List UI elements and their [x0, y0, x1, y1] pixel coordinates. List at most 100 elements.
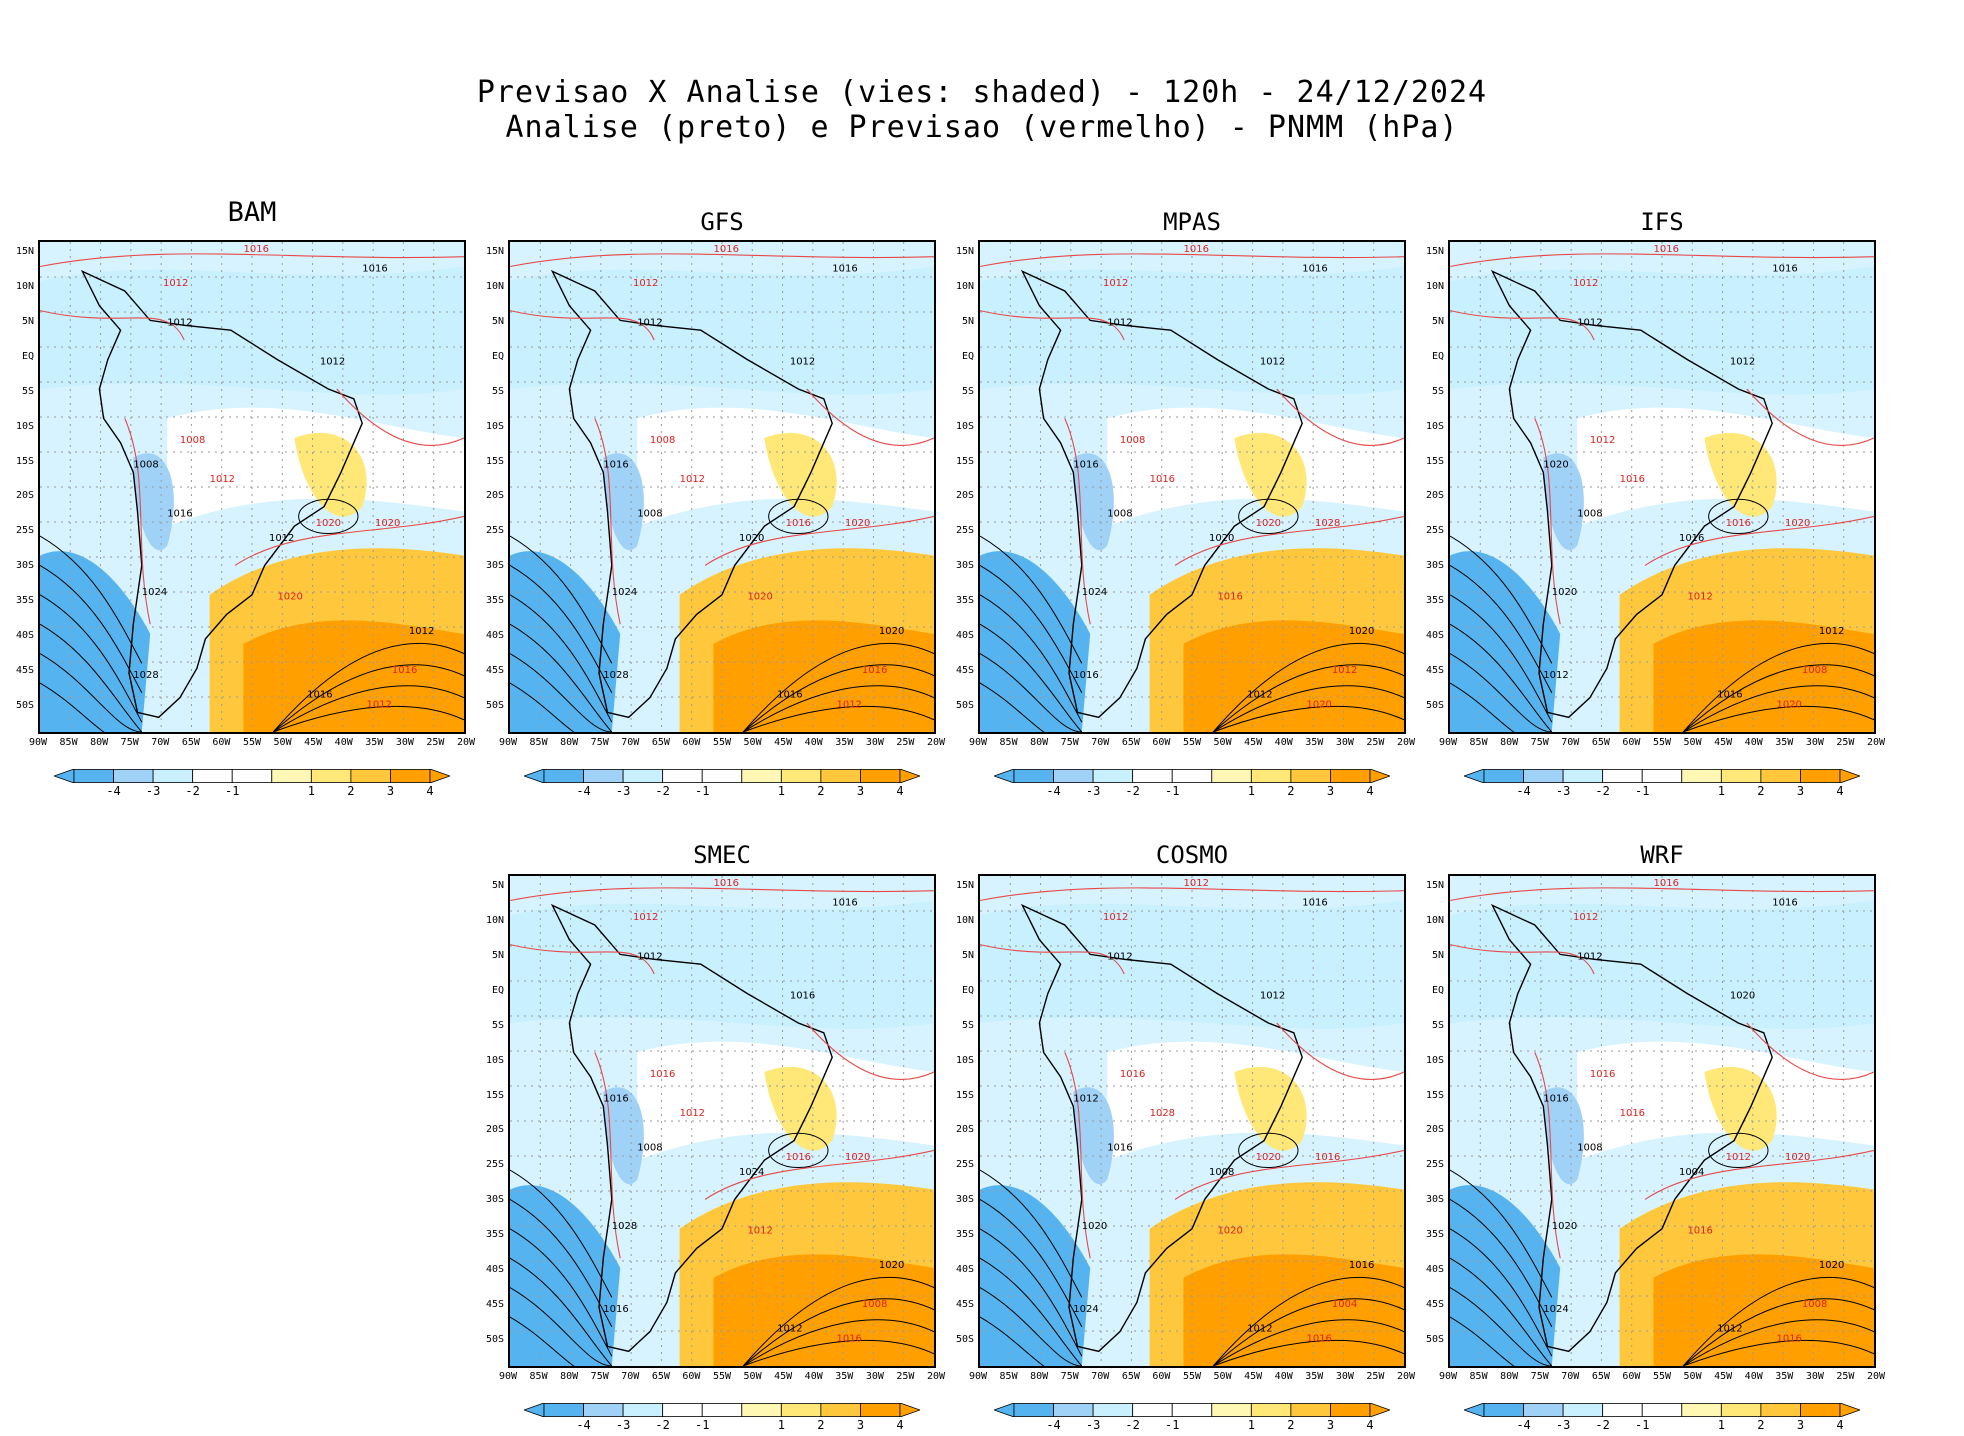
- colorbar-segment: [1330, 1403, 1371, 1417]
- latitude-tick-label: 15N: [15, 246, 34, 257]
- isobar-analysis-line: [40, 535, 143, 664]
- isobar-analysis-line: [40, 594, 143, 723]
- longitude-tick-label: 70W: [1561, 737, 1580, 748]
- isobar-forecast-line: [704, 1149, 934, 1200]
- longitude-tick-label: 20W: [1866, 1371, 1886, 1382]
- colorbar-segment: [1681, 769, 1722, 783]
- bias-map-svg: 1016 1012 1016 1016 1008 1024 1028 1016 1012 1020…: [510, 876, 934, 1366]
- longitude-tick-label: 80W: [1500, 737, 1519, 748]
- longitude-tick-label: 65W: [1121, 1371, 1140, 1382]
- latitude-tick-label: 25S: [15, 525, 34, 537]
- isobar-analysis-line: [980, 1316, 1082, 1366]
- longitude-tick-label: 85W: [529, 737, 548, 748]
- isobar-analysis-line: [510, 682, 612, 732]
- colorbar-label: -3: [1085, 1418, 1101, 1432]
- latitude-tick-label: 50S: [15, 700, 34, 711]
- isobar-label-analysis: 1016: [832, 263, 857, 274]
- bias-shading-north: [40, 266, 464, 395]
- colorbar-label: -3: [145, 784, 161, 798]
- latitude-tick-label: 5S: [1431, 1019, 1444, 1031]
- colorbar-segment: [1641, 1403, 1683, 1417]
- longitude-tick-label: 55W: [242, 737, 262, 748]
- latitude-tick-label: 10N: [955, 280, 974, 292]
- isobar-analysis-line: [1450, 1169, 1553, 1298]
- longitude-tick-label: 30W: [865, 1371, 884, 1382]
- isobar-analysis-line: [1212, 1276, 1404, 1366]
- colorbar-label: -1: [1634, 1418, 1650, 1432]
- latitude-tick-label: 25S: [955, 1159, 974, 1171]
- isobar-label-forecast: 1012: [747, 1226, 772, 1237]
- latitude-tick-label: 50S: [1425, 700, 1444, 711]
- isobar-analysis-line: [1213, 705, 1404, 732]
- latitude-tick-label: 10N: [485, 280, 504, 292]
- colorbar-segment: [1602, 1403, 1643, 1417]
- isobar-forecast-line: [1064, 418, 1091, 625]
- latitude-tick-label: 5S: [1431, 385, 1444, 397]
- colorbar-extend-high: [1839, 768, 1862, 784]
- colorbar-segment: [1760, 1403, 1801, 1417]
- colorbar-label: -2: [655, 784, 670, 798]
- isobar-forecast-line: [1450, 310, 1595, 341]
- colorbar-segment: [1562, 1403, 1604, 1417]
- isobar-analysis-line: [980, 1287, 1082, 1366]
- longitude-tick-label: 20W: [1396, 1371, 1416, 1382]
- isobar-label-analysis: 1004: [1679, 1167, 1704, 1178]
- figure-title-line2: Analise (preto) e Previsao (vermelho) - …: [505, 110, 1459, 145]
- isobar-analysis-line: [510, 1257, 613, 1366]
- latitude-tick-label: 5S: [491, 385, 504, 397]
- latitude-tick-label: 10N: [485, 914, 504, 926]
- bias-map-svg: 1016 1012 1012 1008 1016 1012 1024 1028 1016 1012…: [40, 242, 464, 732]
- isobar-analysis-line: [742, 1276, 934, 1366]
- isobar-forecast-line: [1276, 388, 1404, 446]
- latitude-tick-label: 45S: [1425, 665, 1444, 677]
- latitude-tick-label: EQ: [21, 350, 34, 362]
- isobar-label-analysis: 1008: [1577, 1142, 1602, 1153]
- isobar-label-forecast: 1012: [836, 700, 861, 711]
- isobar-label-forecast: 1012: [680, 1108, 705, 1119]
- isobar-label-analysis: 1008: [1209, 1167, 1234, 1178]
- isobar-analysis-line: [1450, 1228, 1553, 1357]
- latitude-tick-label: 30S: [1425, 1194, 1444, 1206]
- isobar-forecast-line: [510, 310, 655, 341]
- colorbar-segment: [1760, 769, 1801, 783]
- latitude-tick-label: 20S: [955, 490, 974, 502]
- isobar-analysis-high-closed: [1708, 1132, 1769, 1169]
- latitude-tick-label: 20S: [1425, 490, 1444, 502]
- isobar-label-forecast: 1016: [1654, 878, 1679, 889]
- colorbar: [522, 768, 922, 787]
- colorbar-segment: [1013, 1403, 1054, 1417]
- isobar-label-forecast: 1012: [1184, 878, 1209, 889]
- colorbar-segment: [271, 769, 312, 783]
- isobar-forecast-line: [1644, 1149, 1874, 1200]
- latitude-tick-label: 5N: [491, 949, 504, 961]
- colorbar-label: 3: [856, 1418, 865, 1432]
- isobar-forecast-line: [806, 388, 934, 446]
- isobar-label-forecast: 1020: [1256, 1152, 1281, 1163]
- map-area: 1016 1012 1012 1020 1008 1016 1020 1012 1016 1012…: [1448, 240, 1876, 734]
- longitude-tick-label: 20W: [926, 737, 946, 748]
- colorbar-segment: [780, 1403, 822, 1417]
- isobar-label-analysis: 1012: [637, 317, 662, 328]
- colorbar-segment: [820, 1403, 861, 1417]
- isobar-label-forecast: 1020: [845, 518, 870, 529]
- isobar-label-forecast: 1016: [1120, 1069, 1145, 1080]
- latitude-tick-label: 20S: [485, 490, 504, 502]
- colorbar-segment: [1800, 1403, 1841, 1417]
- isobar-forecast-line: [1064, 1052, 1091, 1259]
- isobar-analysis-line: [980, 682, 1082, 732]
- longitude-tick-label: 55W: [1652, 1371, 1672, 1382]
- isobar-analysis-line: [1212, 642, 1404, 732]
- colorbar-label: 4: [896, 784, 904, 798]
- isobar-label-analysis: 1028: [133, 670, 158, 681]
- longitude-tick-label: 35W: [1775, 737, 1794, 748]
- colorbar-segment: [1092, 1403, 1134, 1417]
- colorbar-label: 1: [1717, 784, 1725, 798]
- longitude-tick-label: 25W: [1836, 1371, 1855, 1382]
- longitude-tick-label: 45W: [304, 737, 323, 748]
- colorbar-label: 1: [1247, 1418, 1255, 1432]
- isobar-forecast-line: [1534, 418, 1561, 625]
- colorbar-segment: [1483, 1403, 1524, 1417]
- isobar-label-forecast: 1016: [1776, 1334, 1801, 1345]
- isobar-label-forecast: 1012: [680, 474, 705, 485]
- isobar-label-analysis: 1012: [1260, 991, 1285, 1002]
